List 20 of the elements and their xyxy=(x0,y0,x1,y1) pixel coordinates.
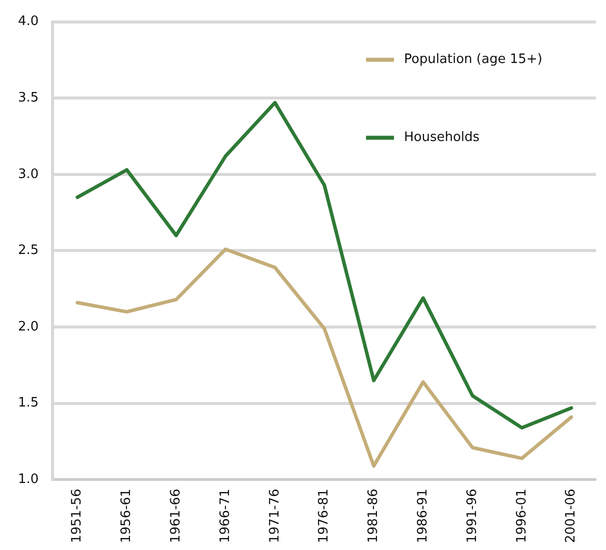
x-tick-label: 1976-81 xyxy=(316,488,332,544)
y-tick-label: 3.0 xyxy=(18,166,39,182)
x-tick-label: 1966-71 xyxy=(218,488,233,544)
y-tick-label: 1.0 xyxy=(18,472,39,488)
y-tick-label: 2.0 xyxy=(18,319,39,334)
legend-label: Households xyxy=(404,130,480,146)
x-tick-label: 1996-01 xyxy=(514,488,530,544)
y-tick-label: 1.5 xyxy=(18,396,39,411)
x-tick-label: 1991-96 xyxy=(464,488,480,544)
x-tick-label: 1961-66 xyxy=(168,488,184,544)
x-tick-label: 1956-61 xyxy=(119,488,134,544)
y-tick-label: 4.0 xyxy=(18,14,39,30)
x-tick-label: 2001-06 xyxy=(564,488,579,544)
x-tick-label: 1986-91 xyxy=(416,488,430,544)
legend-label: Population (age 15+) xyxy=(404,52,542,68)
y-tick-label: 2.5 xyxy=(18,243,39,258)
x-tick-label: 1981-86 xyxy=(366,488,382,544)
y-tick-label: 3.5 xyxy=(18,90,39,106)
x-tick-label: 1951-56 xyxy=(70,488,85,544)
x-tick-label: 1971-76 xyxy=(267,488,282,544)
